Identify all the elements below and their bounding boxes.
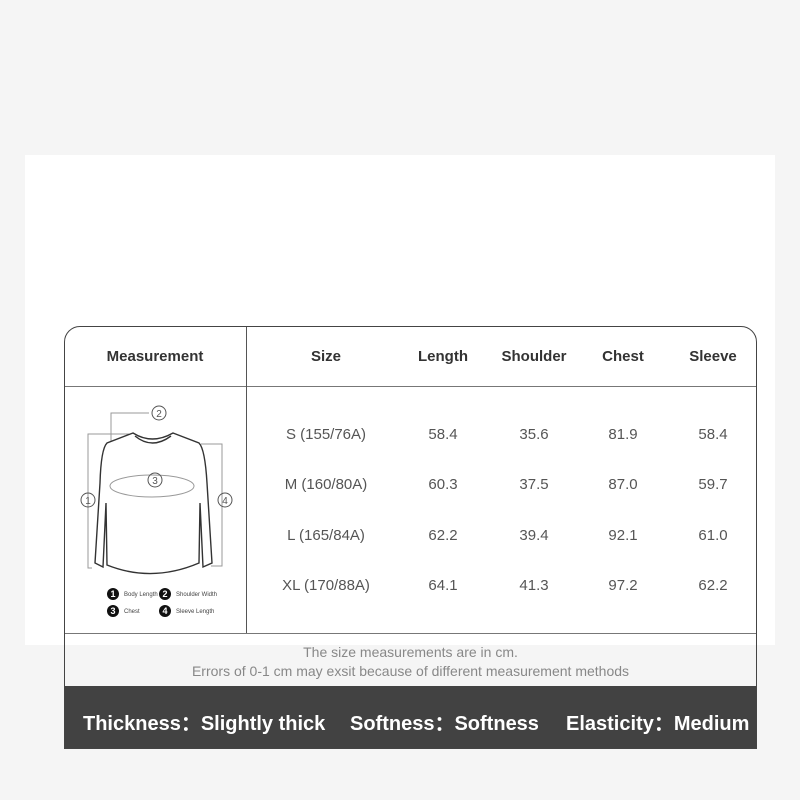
sleeve-cell: 58.4 [698,426,728,443]
length-cell: 62.2 [428,527,458,544]
property-label: Elasticity [566,713,654,735]
table-row: M (160/80A) 60.3 37.5 87.0 59.7 [65,476,756,496]
svg-text:3: 3 [152,476,158,487]
header-sleeve: Sleeve [689,348,737,365]
shirt-measurement-diagram: 231 4 1 2 3 4 Body Length Shoulder Width … [80,405,233,617]
svg-text:4: 4 [222,496,228,507]
legend-number: 4 [162,606,167,616]
column-divider [246,327,247,633]
size-cell: XL (170/88A) [282,577,370,594]
legend-chest: Chest [124,609,140,615]
header-length: Length [418,348,468,365]
header-shoulder: Shoulder [501,348,567,365]
size-table: Measurement Size Length Shoulder Chest S… [64,326,757,749]
note-units: The size measurements are in cm. [303,644,518,660]
size-cell: S (155/76A) [285,426,367,443]
legend-number: 1 [110,589,115,599]
header-size: Size [310,348,342,365]
property-value: Slightly thick [200,713,326,735]
legend-shoulder-width: Shoulder Width [176,592,217,598]
note-errors: Errors of 0-1 cm may exsit because of di… [191,663,630,679]
shoulder-cell: 41.3 [519,577,549,594]
property-elasticity: Elasticity：Medium [566,713,750,735]
table-row: L (165/84A) 62.2 39.4 92.1 61.0 [65,527,756,547]
legend-sleeve-length: Sleeve Length [176,609,214,615]
shoulder-cell: 35.6 [519,426,549,443]
svg-text:2: 2 [156,409,162,420]
header-chest: Chest [602,348,644,365]
chest-cell: 92.1 [608,527,638,544]
length-cell: 64.1 [428,577,458,594]
table-row: S (155/76A) 58.4 35.6 81.9 58.4 [65,426,756,446]
property-thickness: Thickness：Slightly thick [83,713,326,735]
size-cell: M (160/80A) [284,476,368,493]
length-cell: 58.4 [428,426,458,443]
table-row: XL (170/88A) 64.1 41.3 97.2 62.2 [65,577,756,597]
sleeve-cell: 62.2 [698,577,728,594]
table-header: Measurement Size Length Shoulder Chest S… [65,327,756,387]
property-softness: Softness：Softness [350,713,539,735]
property-label: Thickness [83,713,181,735]
chest-cell: 81.9 [608,426,638,443]
property-value: Softness [454,713,539,735]
chest-cell: 87.0 [608,476,638,493]
sleeve-cell: 61.0 [698,527,728,544]
header-measurement: Measurement [106,348,204,365]
legend-number: 3 [110,606,115,616]
svg-text:1: 1 [85,496,91,507]
measurement-notes: The size measurements are in cm. Errors … [65,633,756,686]
property-label: Softness [350,713,435,735]
property-value: Medium [673,713,750,735]
legend-number: 2 [162,589,167,599]
length-cell: 60.3 [428,476,458,493]
size-cell: L (165/84A) [287,527,365,544]
shoulder-cell: 39.4 [519,527,549,544]
legend-body-length: Body Length [124,592,158,598]
size-chart-card: Measurement Size Length Shoulder Chest S… [25,155,775,749]
shoulder-cell: 37.5 [519,476,549,493]
sleeve-cell: 59.7 [698,476,728,493]
chest-cell: 97.2 [608,577,638,594]
fabric-properties-band: Thickness：Slightly thick Softness：Softne… [65,686,756,748]
